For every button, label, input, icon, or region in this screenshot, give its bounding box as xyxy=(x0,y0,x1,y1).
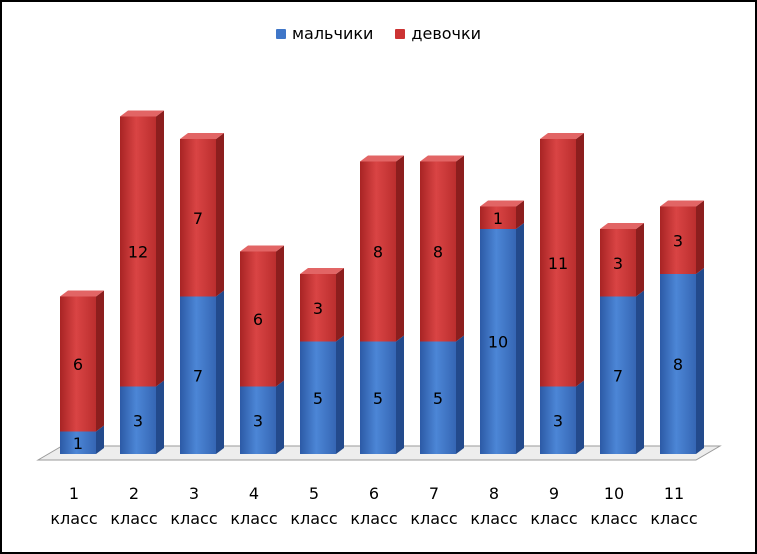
x-tick-label-7: класс xyxy=(410,509,457,528)
x-tick-number-6: 6 xyxy=(369,484,379,503)
data-label-boys-8: 10 xyxy=(488,333,508,352)
data-label-boys-5: 5 xyxy=(313,389,323,408)
data-label-girls-2: 12 xyxy=(128,243,148,262)
bar-boys-2 xyxy=(120,380,164,454)
bar-girls-1 xyxy=(60,290,104,432)
legend-label-boys: мальчики xyxy=(291,24,374,43)
data-label-boys-7: 5 xyxy=(433,389,443,408)
x-tick-label-3: класс xyxy=(170,509,217,528)
x-tick-label-1: класс xyxy=(50,509,97,528)
x-tick-label-9: класс xyxy=(530,509,577,528)
data-label-boys-10: 7 xyxy=(613,366,623,385)
data-label-boys-11: 8 xyxy=(673,355,683,374)
bar-girls-11 xyxy=(660,200,704,274)
data-label-girls-8: 1 xyxy=(493,209,503,228)
bar-boys-6 xyxy=(360,335,404,454)
x-tick-number-1: 1 xyxy=(69,484,79,503)
legend-swatch-boys xyxy=(275,28,286,39)
x-tick-number-9: 9 xyxy=(549,484,559,503)
data-label-boys-4: 3 xyxy=(253,411,263,430)
bar-girls-9 xyxy=(540,133,584,387)
bar-boys-4 xyxy=(240,380,284,454)
data-label-boys-3: 7 xyxy=(193,366,203,385)
bar-boys-1 xyxy=(60,425,104,454)
x-tick-number-11: 11 xyxy=(664,484,684,503)
bar-girls-3 xyxy=(180,133,224,297)
data-label-boys-6: 5 xyxy=(373,389,383,408)
x-tick-label-2: класс xyxy=(110,509,157,528)
x-tick-label-8: класс xyxy=(470,509,517,528)
data-label-girls-5: 3 xyxy=(313,299,323,318)
x-tick-number-5: 5 xyxy=(309,484,319,503)
data-label-girls-4: 6 xyxy=(253,310,263,329)
x-tick-number-4: 4 xyxy=(249,484,259,503)
data-label-boys-2: 3 xyxy=(133,411,143,430)
legend-swatch-girls xyxy=(395,28,406,39)
x-tick-label-6: класс xyxy=(350,509,397,528)
bar-girls-6 xyxy=(360,155,404,342)
x-tick-label-5: класс xyxy=(290,509,337,528)
x-tick-label-11: класс xyxy=(650,509,697,528)
bar-girls-7 xyxy=(420,155,464,342)
x-tick-number-7: 7 xyxy=(429,484,439,503)
bar-boys-10 xyxy=(600,290,644,454)
data-label-girls-6: 8 xyxy=(373,243,383,262)
x-tick-label-4: класс xyxy=(230,509,277,528)
legend-label-girls: девочки xyxy=(411,24,482,43)
bar-boys-11 xyxy=(660,268,704,454)
bar-boys-3 xyxy=(180,290,224,454)
x-tick-label-10: класс xyxy=(590,509,637,528)
data-label-girls-3: 7 xyxy=(193,209,203,228)
bar-boys-7 xyxy=(420,335,464,454)
data-label-girls-10: 3 xyxy=(613,254,623,273)
bar-girls-8 xyxy=(480,200,524,229)
data-label-boys-1: 1 xyxy=(73,434,83,453)
bar-girls-2 xyxy=(120,110,164,387)
bar-boys-8 xyxy=(480,223,524,454)
legend: мальчики девочки xyxy=(2,24,755,43)
bar-boys-9 xyxy=(540,380,584,454)
data-label-girls-9: 11 xyxy=(548,254,568,273)
x-tick-number-2: 2 xyxy=(129,484,139,503)
bar-boys-5 xyxy=(300,335,344,454)
x-tick-number-8: 8 xyxy=(489,484,499,503)
legend-item-boys: мальчики xyxy=(275,24,374,43)
x-tick-number-10: 10 xyxy=(604,484,624,503)
bar-girls-5 xyxy=(300,268,344,342)
data-label-girls-7: 8 xyxy=(433,243,443,262)
bar-girls-4 xyxy=(240,245,284,387)
data-label-boys-9: 3 xyxy=(553,411,563,430)
data-label-girls-1: 6 xyxy=(73,355,83,374)
legend-item-girls: девочки xyxy=(395,24,481,43)
data-label-girls-11: 3 xyxy=(673,231,683,250)
x-tick-number-3: 3 xyxy=(189,484,199,503)
bar-girls-10 xyxy=(600,223,644,297)
